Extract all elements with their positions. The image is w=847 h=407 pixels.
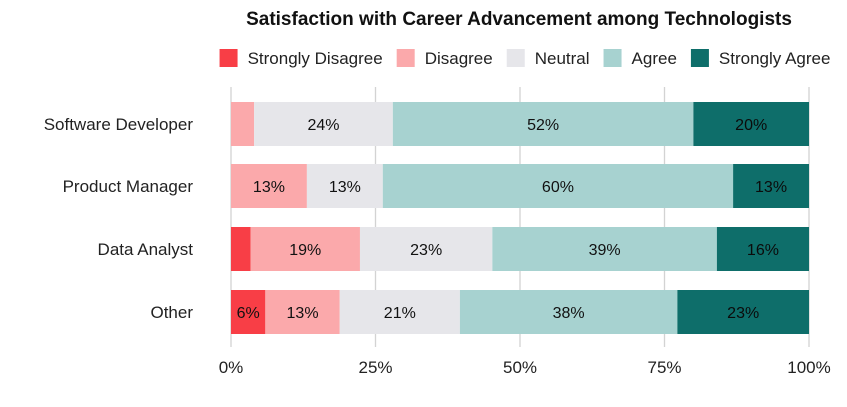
bar-segment — [231, 102, 255, 146]
x-tick-label: 0% — [219, 358, 244, 377]
data-label: 23% — [727, 305, 759, 322]
legend-item: Disagree — [396, 49, 493, 68]
bar-segment — [459, 290, 678, 334]
legend-label: Strongly Disagree — [248, 49, 383, 68]
bar-segment — [339, 290, 460, 334]
bar-segment — [359, 227, 493, 271]
data-label: 39% — [589, 242, 621, 259]
data-label: 52% — [527, 117, 559, 134]
bars: 24% 52% 20% 13% 13% 60% 13% 19% 23% 39% 16% 6% 13% 21… — [231, 102, 809, 334]
bar-segment — [250, 227, 360, 271]
legend: Strongly Disagree Disagree Neutral Agree Str… — [219, 49, 831, 68]
data-label: 38% — [553, 305, 585, 322]
legend-swatch — [506, 49, 525, 67]
category-labels: Software Developer Product Manager Data An… — [44, 115, 194, 322]
bar-segment — [716, 227, 809, 271]
bar-segment — [492, 227, 717, 271]
legend-swatch — [219, 49, 238, 67]
legend-label: Neutral — [535, 49, 590, 68]
bar-segment — [693, 102, 809, 146]
chart-title: Satisfaction with Career Advancement amo… — [246, 9, 792, 30]
data-label: 13% — [755, 179, 787, 196]
data-label: 13% — [287, 305, 319, 322]
data-label: 20% — [735, 117, 767, 134]
bar-segment — [265, 290, 340, 334]
legend-item: Neutral — [506, 49, 590, 68]
bar-segment — [254, 102, 393, 146]
category-label: Data Analyst — [98, 240, 194, 259]
bar-segment — [382, 164, 734, 208]
data-label: 13% — [253, 179, 285, 196]
bar-segment — [306, 164, 383, 208]
bar-segment — [733, 164, 809, 208]
x-tick-label: 75% — [647, 358, 681, 377]
legend-label: Strongly Agree — [719, 49, 831, 68]
bar-segment — [392, 102, 694, 146]
bar-segment — [231, 290, 266, 334]
legend-item: Strongly Disagree — [219, 49, 383, 68]
x-tick-labels: 0% 25% 50% 75% 100% — [219, 358, 831, 377]
data-label: 13% — [329, 179, 361, 196]
category-label: Software Developer — [44, 115, 194, 134]
data-label: 6% — [237, 305, 260, 322]
data-label: 16% — [747, 242, 779, 259]
legend-swatch — [603, 49, 622, 67]
data-label: 60% — [542, 179, 574, 196]
x-tick-label: 25% — [358, 358, 392, 377]
legend-label: Disagree — [425, 49, 493, 68]
x-tick-label: 100% — [787, 358, 830, 377]
category-label: Other — [150, 303, 193, 322]
x-tick-label: 50% — [503, 358, 537, 377]
legend-label: Agree — [632, 49, 677, 68]
data-label: 19% — [289, 242, 321, 259]
data-label: 21% — [384, 305, 416, 322]
bar-segment — [231, 164, 307, 208]
category-label: Product Manager — [63, 177, 194, 196]
legend-item: Agree — [603, 49, 677, 68]
bar-segment — [231, 227, 251, 271]
data-label: 23% — [410, 242, 442, 259]
legend-item: Strongly Agree — [690, 49, 831, 68]
legend-swatch — [396, 49, 415, 67]
data-label: 24% — [307, 117, 339, 134]
legend-swatch — [690, 49, 709, 67]
bar-segment — [677, 290, 809, 334]
